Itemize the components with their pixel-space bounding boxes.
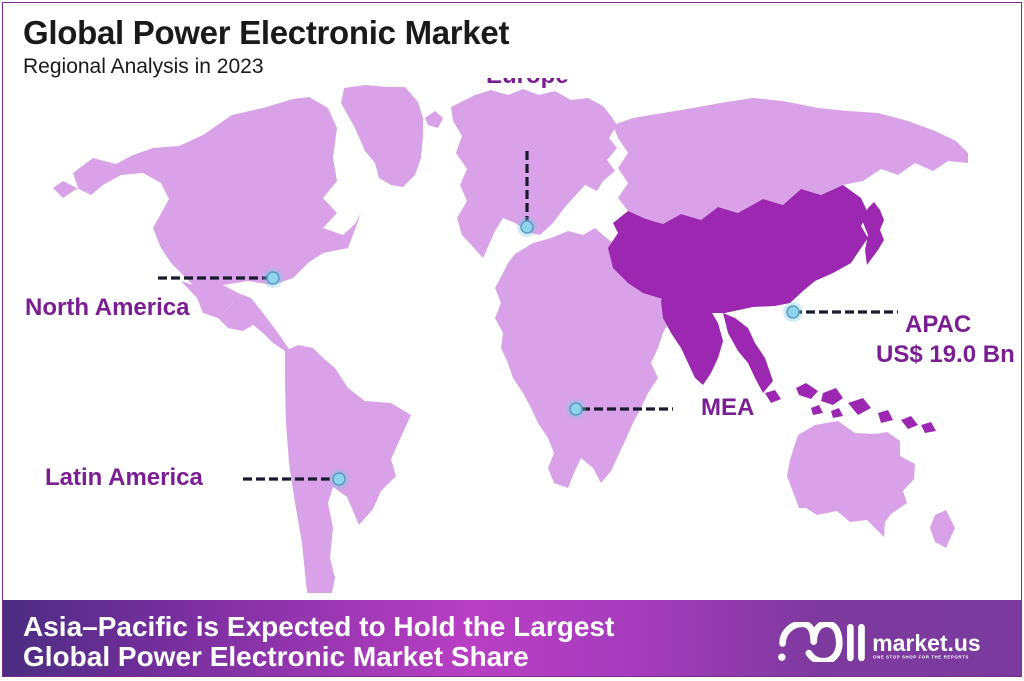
svg-text:US$ 19.0 Bn: US$ 19.0 Bn [876, 341, 1015, 368]
svg-text:market.us: market.us [872, 630, 980, 656]
svg-text:Latin America: Latin America [45, 464, 203, 491]
svg-text:MEA: MEA [701, 394, 754, 421]
svg-text:Europe: Europe [486, 78, 569, 89]
svg-text:APAC: APAC [905, 311, 971, 338]
svg-text:North America: North America [25, 294, 190, 321]
svg-text:ONE STOP SHOP FOR THE REPORTS: ONE STOP SHOP FOR THE REPORTS [873, 654, 969, 659]
